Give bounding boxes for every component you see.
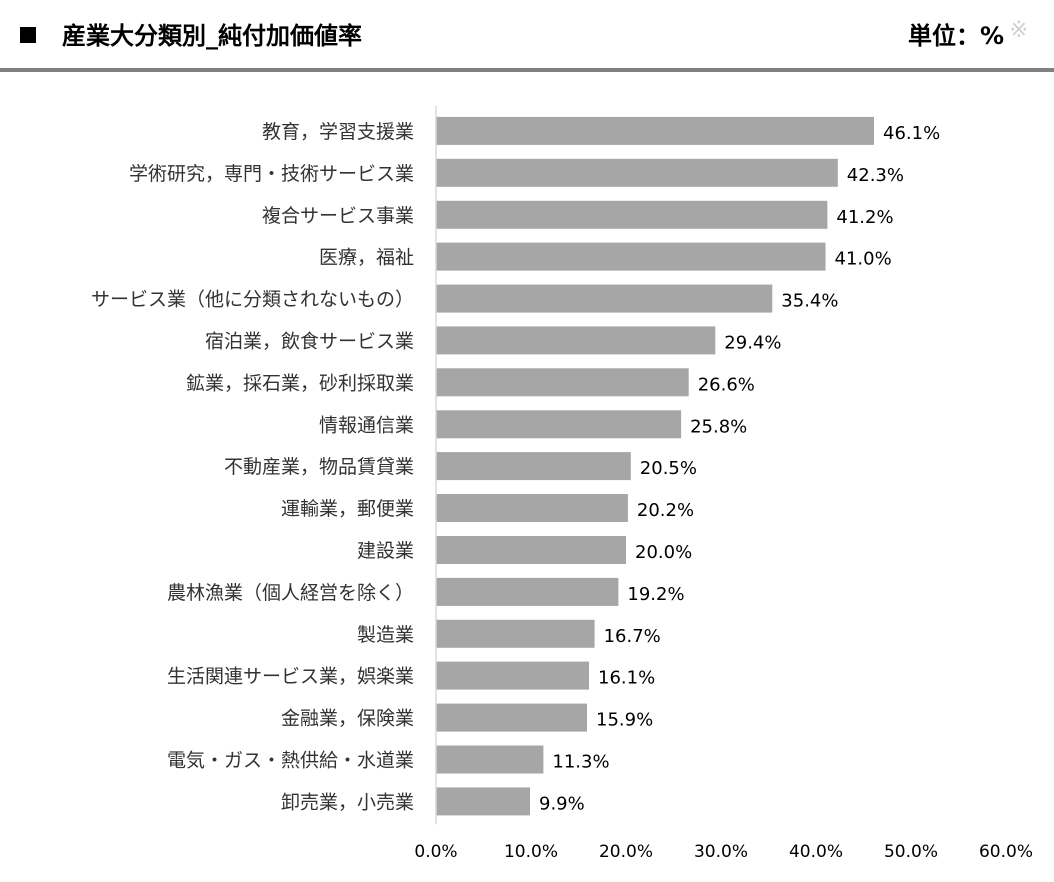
data-label: 46.1%: [883, 123, 940, 144]
bar: [436, 158, 838, 187]
data-label: 20.2%: [637, 500, 694, 521]
header: 産業大分類別_純付加価値率 単位：% ※: [0, 0, 1054, 68]
bar: [436, 452, 631, 481]
bar: [436, 368, 689, 397]
bar: [436, 284, 773, 313]
category-label: 宿泊業，飲食サービス業: [205, 330, 414, 352]
data-label: 15.9%: [596, 710, 653, 731]
category-label: 生活関連サービス業，娯楽業: [167, 666, 414, 688]
x-tick-label: 20.0%: [599, 842, 653, 862]
data-label: 29.4%: [724, 332, 781, 353]
data-label: 16.7%: [604, 626, 661, 647]
x-tick-label: 50.0%: [884, 842, 938, 862]
bar: [436, 326, 716, 355]
bar: [436, 577, 619, 606]
bar: [436, 787, 530, 816]
data-label: 35.4%: [781, 291, 838, 312]
category-label: 製造業: [357, 624, 414, 646]
category-label: 建設業: [357, 540, 414, 562]
bar: [436, 494, 628, 522]
category-label: 情報通信業: [319, 414, 414, 436]
unit-note-mark: ※: [1009, 18, 1028, 43]
bar: [436, 661, 589, 690]
category-label: 不動産業，物品賃貸業: [224, 456, 414, 478]
data-label: 19.2%: [627, 584, 684, 605]
data-label: 41.0%: [835, 249, 892, 270]
category-label: 農林漁業（個人経営を除く）: [167, 582, 414, 604]
header-rule: [0, 68, 1054, 72]
category-label: 金融業，保険業: [281, 708, 414, 730]
category-label: 医療，福祉: [319, 247, 414, 269]
x-tick-label: 60.0%: [979, 842, 1033, 862]
category-label: 複合サービス事業: [262, 205, 414, 227]
data-label: 20.0%: [635, 542, 692, 563]
data-label: 9.9%: [539, 793, 585, 814]
category-label: 教育，学習支援業: [262, 121, 414, 143]
category-label: サービス業（他に分類されないもの）: [91, 289, 414, 311]
bar: [436, 410, 682, 439]
category-label: 卸売業，小売業: [281, 791, 414, 813]
category-label: 学術研究，専門・技術サービス業: [129, 163, 414, 185]
title-square-icon: [20, 27, 36, 43]
unit-label: 単位：%: [907, 22, 1004, 50]
x-tick-label: 30.0%: [694, 842, 748, 862]
x-tick-label: 0.0%: [414, 842, 457, 862]
bar: [436, 536, 626, 564]
data-label: 25.8%: [690, 416, 747, 437]
data-label: 26.6%: [698, 374, 755, 395]
bar: [436, 242, 826, 271]
x-tick-label: 40.0%: [789, 842, 843, 862]
bar: [436, 200, 828, 229]
x-tick-label: 10.0%: [504, 842, 558, 862]
bar: [436, 745, 544, 774]
bar: [436, 619, 595, 648]
chart-title: 産業大分類別_純付加価値率: [62, 22, 362, 50]
bar: [436, 116, 874, 145]
bar: [436, 703, 587, 732]
category-label: 電気・ガス・熱供給・水道業: [167, 750, 414, 772]
data-label: 11.3%: [552, 752, 609, 773]
data-label: 16.1%: [598, 668, 655, 689]
category-label: 鉱業，採石業，砂利採取業: [186, 372, 414, 394]
data-label: 20.5%: [640, 458, 697, 479]
data-label: 42.3%: [847, 165, 904, 186]
data-label: 41.2%: [836, 207, 893, 228]
category-label: 運輸業，郵便業: [281, 498, 414, 520]
